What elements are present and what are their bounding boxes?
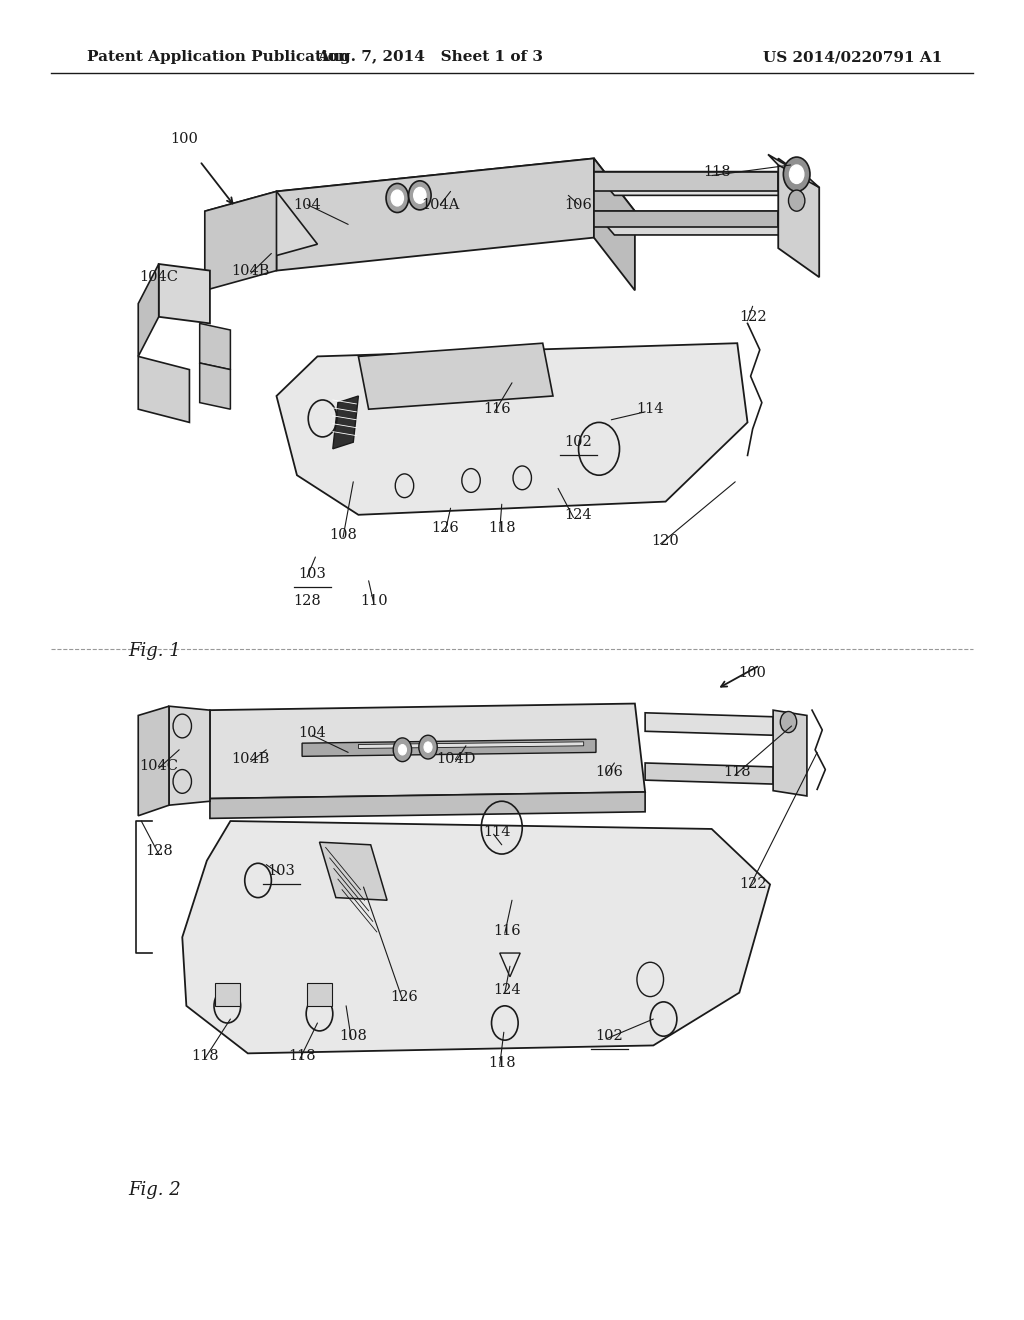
Text: 116: 116 xyxy=(494,924,520,937)
Text: 128: 128 xyxy=(293,594,322,607)
Text: 103: 103 xyxy=(298,568,327,581)
Polygon shape xyxy=(594,211,799,235)
Text: 118: 118 xyxy=(289,1049,315,1063)
Text: 118: 118 xyxy=(724,766,751,779)
Text: 106: 106 xyxy=(595,766,624,779)
Circle shape xyxy=(386,183,409,213)
Text: 108: 108 xyxy=(339,1030,368,1043)
Polygon shape xyxy=(169,706,210,805)
Text: 114: 114 xyxy=(637,403,664,416)
Text: 118: 118 xyxy=(703,165,730,178)
Text: 118: 118 xyxy=(488,1056,515,1069)
Polygon shape xyxy=(768,154,819,187)
Polygon shape xyxy=(138,356,189,422)
Polygon shape xyxy=(138,264,159,356)
Text: 104C: 104C xyxy=(139,759,178,772)
Text: 104A: 104A xyxy=(421,198,460,211)
Circle shape xyxy=(391,190,403,206)
Polygon shape xyxy=(205,191,317,264)
Polygon shape xyxy=(594,172,778,191)
Circle shape xyxy=(780,711,797,733)
Polygon shape xyxy=(215,983,240,1006)
Text: 126: 126 xyxy=(390,990,419,1003)
Text: 110: 110 xyxy=(360,594,387,607)
Polygon shape xyxy=(276,343,748,515)
Text: Patent Application Publication: Patent Application Publication xyxy=(87,50,349,65)
Text: Fig. 2: Fig. 2 xyxy=(128,1181,181,1200)
Polygon shape xyxy=(645,713,773,735)
Text: 118: 118 xyxy=(191,1049,218,1063)
Circle shape xyxy=(393,738,412,762)
Text: 126: 126 xyxy=(431,521,460,535)
Polygon shape xyxy=(645,763,773,784)
Text: 122: 122 xyxy=(739,878,766,891)
Circle shape xyxy=(788,190,805,211)
Polygon shape xyxy=(302,739,596,756)
Text: 100: 100 xyxy=(738,667,767,680)
Polygon shape xyxy=(358,343,553,409)
Text: 108: 108 xyxy=(329,528,357,541)
Polygon shape xyxy=(276,158,594,271)
Text: 104C: 104C xyxy=(139,271,178,284)
Circle shape xyxy=(419,735,437,759)
Text: 114: 114 xyxy=(483,825,510,838)
Polygon shape xyxy=(333,396,358,449)
Text: 128: 128 xyxy=(144,845,173,858)
Text: 104B: 104B xyxy=(231,264,270,277)
Text: 120: 120 xyxy=(651,535,680,548)
Text: 106: 106 xyxy=(564,198,593,211)
Polygon shape xyxy=(778,158,819,277)
Text: 102: 102 xyxy=(595,1030,624,1043)
Circle shape xyxy=(790,165,804,183)
Text: 124: 124 xyxy=(565,508,592,521)
Circle shape xyxy=(414,187,426,203)
Text: 103: 103 xyxy=(267,865,296,878)
Polygon shape xyxy=(138,706,169,816)
Polygon shape xyxy=(182,821,770,1053)
Text: Aug. 7, 2014   Sheet 1 of 3: Aug. 7, 2014 Sheet 1 of 3 xyxy=(317,50,543,65)
Text: 102: 102 xyxy=(564,436,593,449)
Text: 124: 124 xyxy=(494,983,520,997)
Text: 104B: 104B xyxy=(231,752,270,766)
Text: 116: 116 xyxy=(483,403,510,416)
Polygon shape xyxy=(276,158,635,244)
Text: 100: 100 xyxy=(170,132,199,145)
Text: 118: 118 xyxy=(488,521,515,535)
Circle shape xyxy=(398,744,407,755)
Text: 104: 104 xyxy=(298,726,327,739)
Polygon shape xyxy=(200,363,230,409)
Polygon shape xyxy=(210,704,645,799)
Polygon shape xyxy=(205,191,276,290)
Text: 104D: 104D xyxy=(436,752,475,766)
Polygon shape xyxy=(594,158,635,290)
Polygon shape xyxy=(358,742,584,748)
Polygon shape xyxy=(200,323,230,370)
Circle shape xyxy=(409,181,431,210)
Polygon shape xyxy=(773,710,807,796)
Text: Fig. 1: Fig. 1 xyxy=(128,642,181,660)
Polygon shape xyxy=(307,983,332,1006)
Polygon shape xyxy=(594,172,799,195)
Polygon shape xyxy=(210,792,645,818)
Polygon shape xyxy=(159,264,210,323)
Text: US 2014/0220791 A1: US 2014/0220791 A1 xyxy=(763,50,942,65)
Polygon shape xyxy=(319,842,387,900)
Circle shape xyxy=(783,157,810,191)
Text: 122: 122 xyxy=(739,310,766,323)
Polygon shape xyxy=(594,211,778,227)
Circle shape xyxy=(424,742,432,752)
Text: 104: 104 xyxy=(293,198,322,211)
